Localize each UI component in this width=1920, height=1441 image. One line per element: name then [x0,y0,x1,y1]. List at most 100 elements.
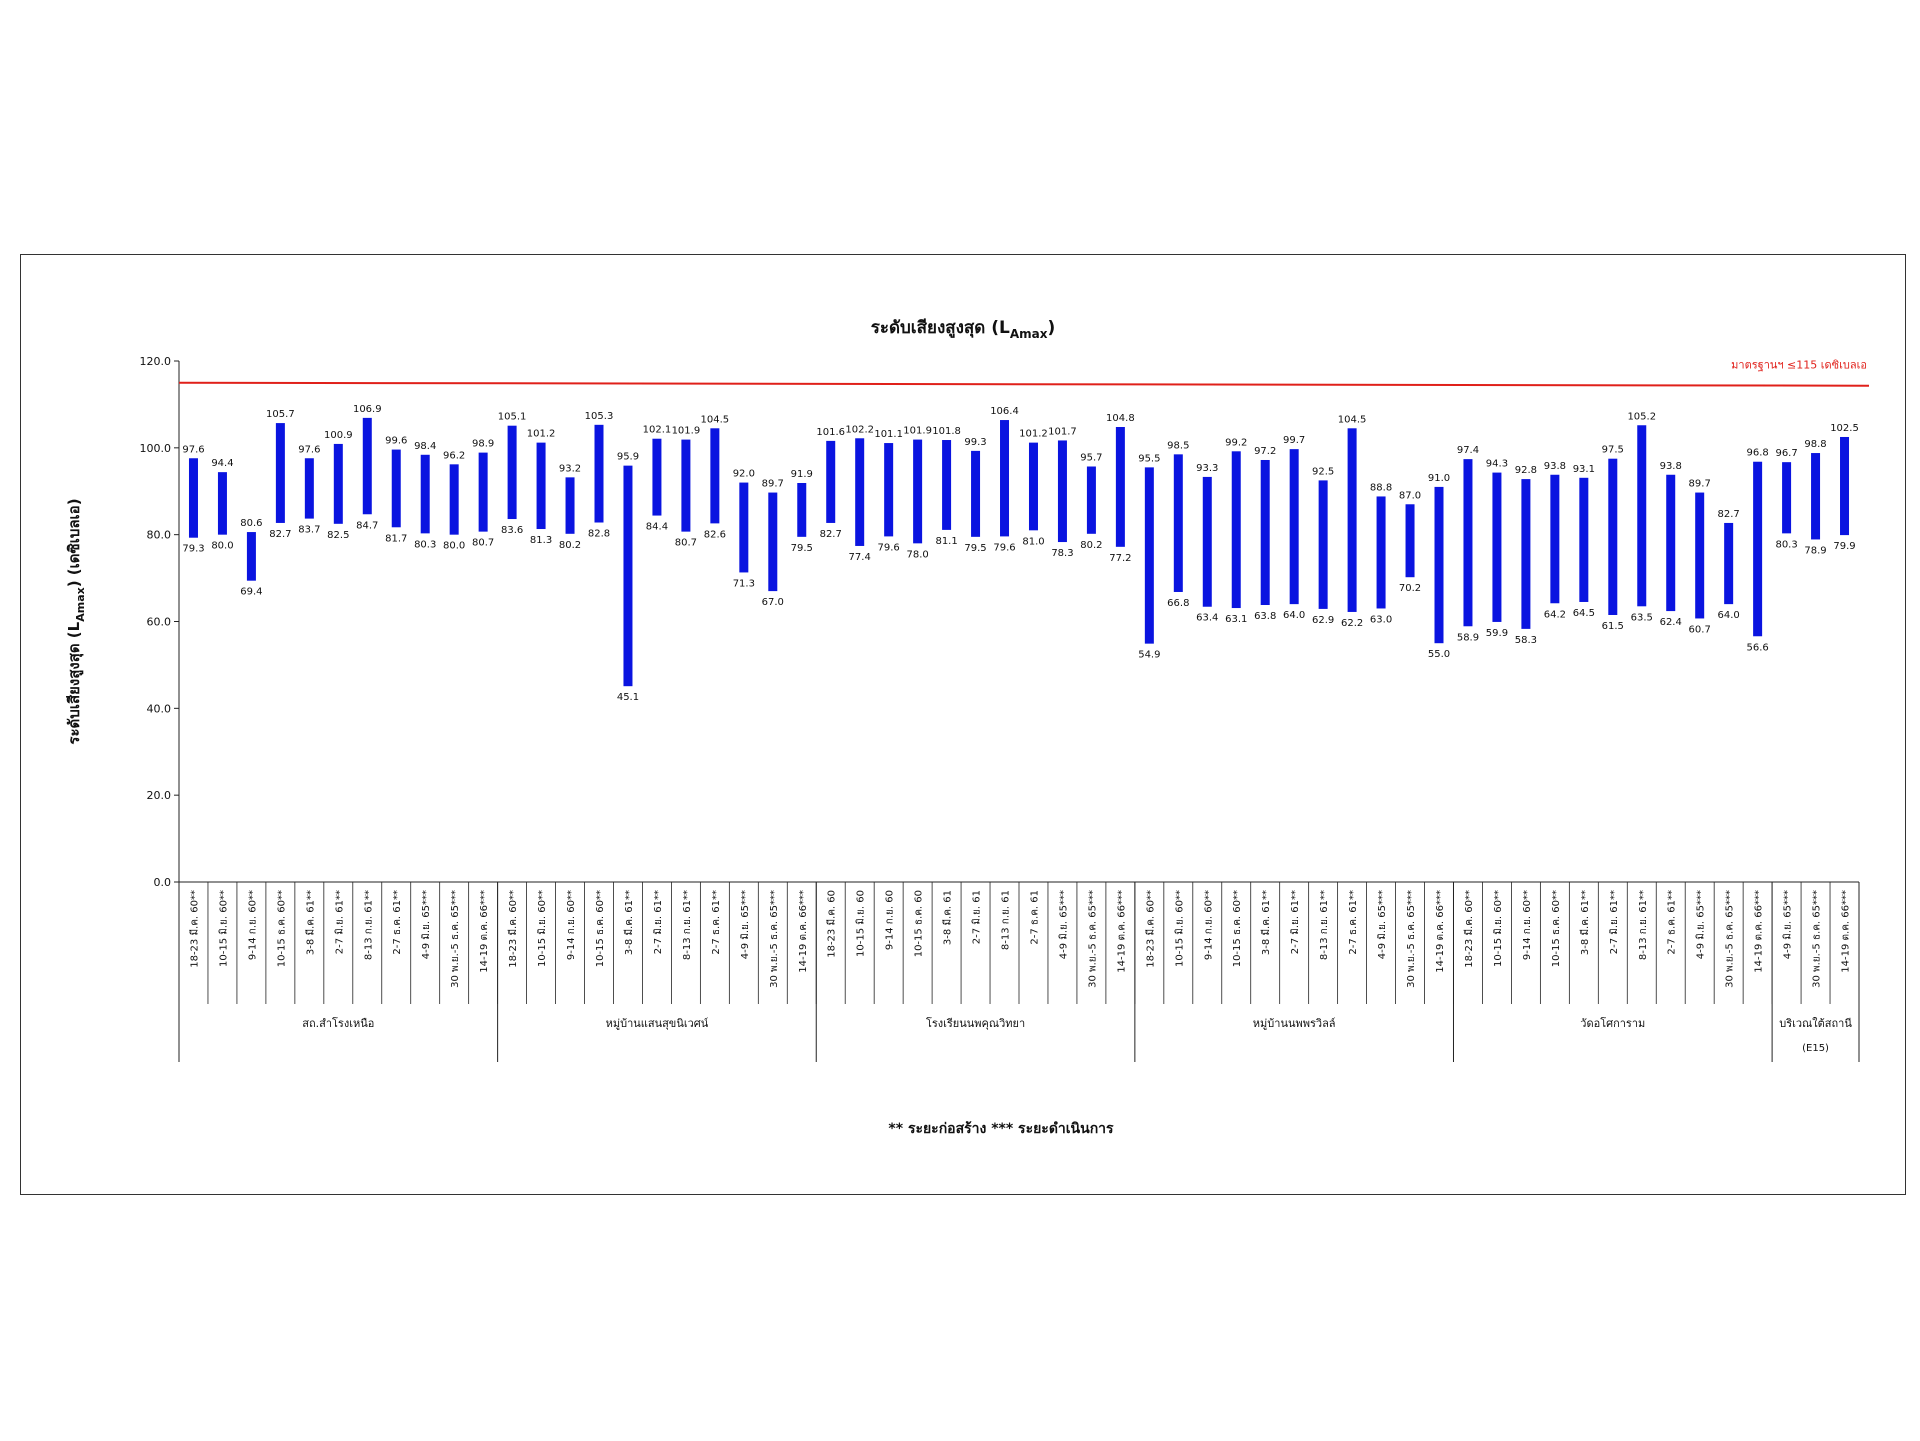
range-bar [1840,436,1850,536]
max-value-label: 92.5 [1312,466,1334,477]
x-tick-label: 14-19 ต.ค. 66*** [1435,890,1446,973]
x-tick-label: 30 พ.ย.-5 ธ.ค. 65*** [1812,890,1823,988]
y-tick-label: 20.0 [147,789,172,802]
max-value-label: 96.2 [443,450,465,461]
x-tick-label: 3-8 มี.ค. 61** [1579,890,1591,955]
x-tick-label: 10-15 ธ.ค. 60** [276,890,287,967]
x-tick-label: 2-7 ธ.ค. 61** [1667,890,1678,955]
group-label: หมู่บ้านแสนสุขนิเวศน์ [606,1017,709,1030]
min-value-label: 80.3 [414,539,436,550]
max-value-label: 97.5 [1602,445,1624,456]
max-value-label: 105.2 [1627,411,1656,422]
max-value-label: 87.0 [1399,490,1421,501]
range-bar [942,440,952,530]
max-value-label: 105.1 [498,412,527,423]
max-value-label: 99.3 [964,437,986,448]
x-tick-label: 9-14 ก.ย. 60** [247,890,258,960]
max-value-label: 104.8 [1106,413,1135,424]
group-label: โรงเรียนนพคุณวิทยา [926,1016,1025,1030]
range-bar [913,439,923,544]
x-tick-label: 4-9 มิ.ย. 65*** [740,890,751,959]
max-value-label: 93.1 [1573,464,1595,475]
min-value-label: 82.8 [588,529,610,540]
x-tick-label: 2-7 ธ.ค. 61** [1348,890,1359,955]
min-value-label: 77.2 [1109,553,1131,564]
x-tick-label: 10-15 มิ.ย. 60 [856,890,867,957]
y-axis-label: ระดับเสียงสูงสุด (LAmax) (เดซิเบลเอ) [65,498,87,744]
max-value-label: 104.5 [701,414,730,425]
x-tick-label: 2-7 มิ.ย. 61** [1290,890,1301,954]
max-value-label: 93.2 [559,463,581,474]
x-tick-label: 30 พ.ย.-5 ธ.ค. 65*** [1725,890,1736,988]
min-value-label: 80.7 [675,538,697,549]
max-value-label: 101.2 [527,429,556,440]
range-bar [1521,479,1531,629]
x-tick-label: 2-7 ธ.ค. 61** [392,890,403,955]
max-value-label: 101.9 [903,426,932,437]
legend-note: ** ระยะก่อสร้าง *** ระยะดำเนินการ [888,1121,1114,1137]
min-value-label: 79.6 [878,542,900,553]
x-tick-label: 2-7 ธ.ค. 61** [711,890,722,955]
x-tick-label: 18-23 มี.ค. 60** [1463,890,1475,968]
max-value-label: 106.9 [353,404,382,415]
x-tick-label: 14-19 ต.ค. 66*** [1116,890,1127,973]
range-bar [1231,451,1241,609]
max-value-label: 97.4 [1457,445,1479,456]
min-value-label: 63.1 [1225,614,1247,625]
range-bar [1028,442,1038,531]
max-value-label: 99.7 [1283,435,1305,446]
range-bar [1260,459,1270,606]
min-value-label: 69.4 [240,587,262,598]
range-bar [507,425,517,520]
min-value-label: 79.9 [1833,541,1855,552]
x-tick-label: 4-9 มิ.ย. 65*** [1783,890,1794,959]
range-bar [1579,477,1589,602]
chart-frame: ระดับเสียงสูงสุด (LAmax) ระดับเสียงสูงสุด… [20,254,1906,1195]
min-value-label: 78.9 [1804,545,1826,556]
max-value-label: 106.4 [990,406,1019,417]
x-tick-label: 2-7 มิ.ย. 61** [334,890,345,954]
range-bar [623,465,633,687]
max-value-label: 98.9 [472,439,494,450]
min-value-label: 83.7 [298,525,320,536]
group-label: บริเวณใต้สถานี [1779,1017,1852,1030]
max-value-label: 101.9 [672,426,701,437]
range-bar [1289,449,1299,605]
max-value-label: 99.2 [1225,437,1247,448]
x-tick-label: 4-9 มิ.ย. 65*** [1696,890,1707,959]
range-bar [1202,476,1212,607]
range-bar [1318,480,1328,609]
range-bar [826,440,836,523]
x-tick-label: 8-13 ก.ย. 61 [1001,890,1012,950]
min-value-label: 80.7 [472,538,494,549]
min-value-label: 82.5 [327,530,349,541]
range-bar [275,423,285,523]
max-value-label: 98.5 [1167,440,1189,451]
max-value-label: 95.9 [617,452,639,463]
max-value-label: 105.7 [266,409,295,420]
range-bar [1463,459,1473,627]
min-value-label: 81.0 [1022,536,1044,547]
x-tick-label: 8-13 ก.ย. 61** [682,890,693,960]
max-value-label: 96.8 [1746,448,1768,459]
x-tick-label: 3-8 มี.ค. 61** [1260,890,1272,955]
y-tick-label: 120.0 [140,355,172,368]
x-tick-label: 9-14 ก.ย. 60 [885,890,896,950]
range-bar [333,443,343,524]
range-bar [1086,466,1096,534]
range-bar [478,452,488,532]
range-bar [652,438,662,516]
min-value-label: 83.6 [501,525,523,536]
range-bar [1550,474,1560,604]
max-value-label: 97.6 [182,444,204,455]
y-tick-label: 40.0 [147,702,172,715]
chart-title: ระดับเสียงสูงสุด (LAmax) [871,317,1056,341]
range-bar [855,438,865,546]
range-bar [1405,504,1415,578]
max-value-label: 101.8 [932,426,961,437]
range-bar [1811,453,1821,540]
min-value-label: 58.9 [1457,632,1479,643]
range-bar [449,464,459,535]
min-value-label: 56.6 [1746,642,1768,653]
x-tick-label: 18-23 มี.ค. 60** [507,890,519,968]
